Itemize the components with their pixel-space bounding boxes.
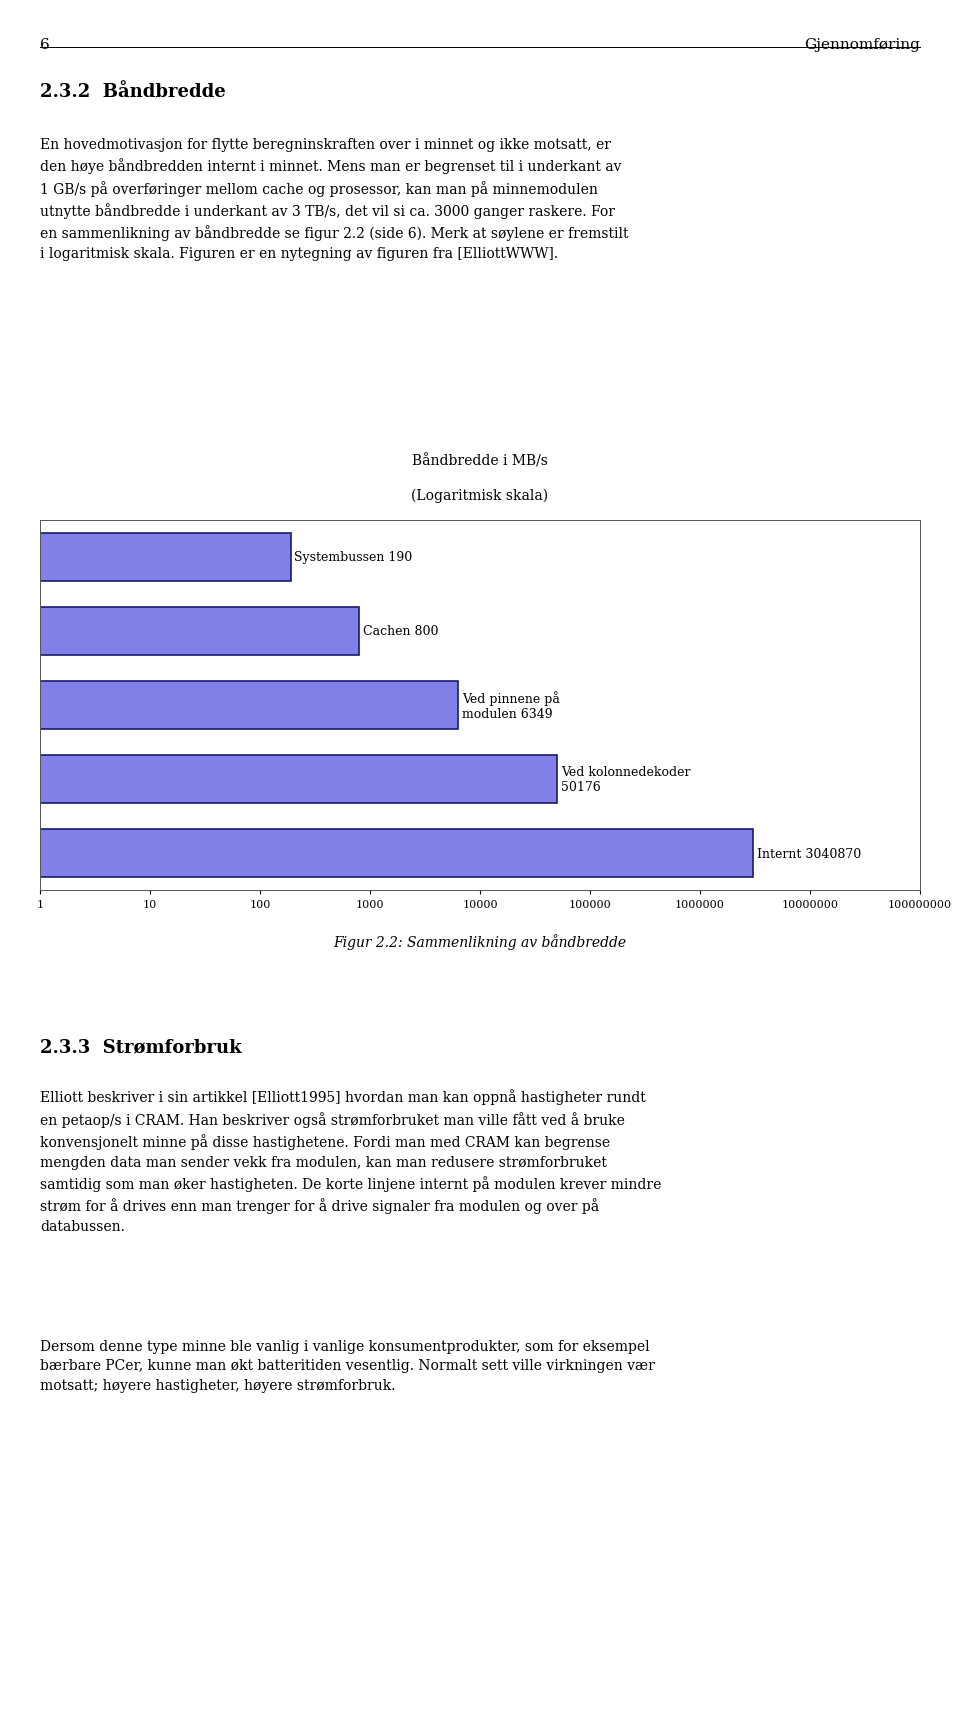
Text: Cachen 800: Cachen 800	[363, 625, 439, 638]
Text: Gjennomføring: Gjennomføring	[804, 38, 920, 52]
Bar	[0, 534, 291, 581]
Bar	[0, 608, 359, 655]
Text: 2.3.3  Strømforbruk: 2.3.3 Strømforbruk	[40, 1037, 242, 1054]
Text: Ved kolonnedekoder
50176: Ved kolonnedekoder 50176	[561, 765, 690, 794]
Text: (Logaritmisk skala): (Logaritmisk skala)	[412, 489, 548, 503]
Text: En hovedmotivasjon for flytte beregninskraften over i minnet og ikke motsatt, er: En hovedmotivasjon for flytte beregninsk…	[40, 138, 629, 260]
Bar	[0, 756, 557, 803]
Text: 6: 6	[40, 38, 50, 52]
Text: Båndbredde i MB/s: Båndbredde i MB/s	[412, 455, 548, 469]
Bar	[0, 682, 458, 729]
Bar	[0, 830, 753, 877]
Text: 2.3.2  Båndbredde: 2.3.2 Båndbredde	[40, 83, 226, 100]
Text: Elliott beskriver i sin artikkel [Elliott1995] hvordan man kan oppnå hastigheter: Elliott beskriver i sin artikkel [Elliot…	[40, 1089, 661, 1234]
Text: Internt 3040870: Internt 3040870	[756, 848, 861, 860]
Text: Systembussen 190: Systembussen 190	[295, 551, 413, 563]
Text: Ved pinnene på
modulen 6349: Ved pinnene på modulen 6349	[462, 691, 560, 720]
Text: Figur 2.2: Sammenlikning av båndbredde: Figur 2.2: Sammenlikning av båndbredde	[333, 934, 627, 949]
Text: Dersom denne type minne ble vanlig i vanlige konsumentprodukter, som for eksempe: Dersom denne type minne ble vanlig i van…	[40, 1339, 655, 1392]
